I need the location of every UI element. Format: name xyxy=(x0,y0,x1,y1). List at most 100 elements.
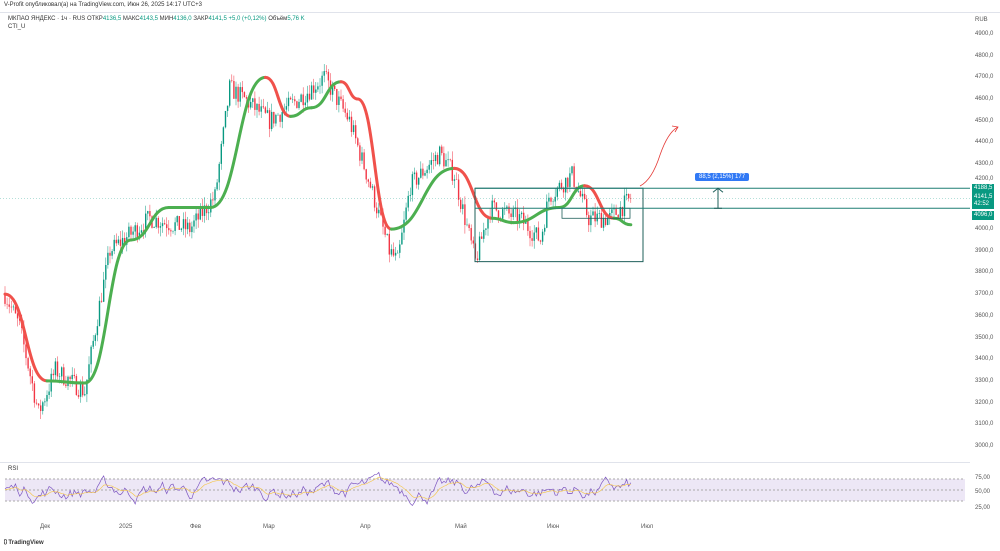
candle-body xyxy=(363,152,365,170)
candle-body xyxy=(422,168,424,176)
rsi-ma-line xyxy=(4,476,631,500)
candle-body xyxy=(359,145,361,161)
price-label: 3900,0 xyxy=(975,247,994,254)
price-label: 3600,0 xyxy=(975,312,994,319)
candle-body xyxy=(231,80,233,82)
price-label: 3300,0 xyxy=(975,377,994,384)
price-label: 4600,0 xyxy=(975,96,994,103)
candle-body xyxy=(405,207,407,220)
bar-countdown: 42:52 xyxy=(974,201,990,207)
price-label: 3500,0 xyxy=(975,334,994,341)
candle-body xyxy=(40,405,42,412)
cti-line-segment xyxy=(452,166,494,220)
candle-body xyxy=(464,204,466,225)
candle-body xyxy=(161,223,164,227)
candle-body xyxy=(407,195,409,208)
candle-body xyxy=(487,216,489,229)
candle-body xyxy=(541,231,544,242)
candle-body xyxy=(441,146,443,154)
candle-body xyxy=(443,153,445,167)
candle-body xyxy=(562,188,565,193)
time-label: Мар xyxy=(263,524,275,530)
candle-body xyxy=(327,71,330,81)
time-label: Июл xyxy=(641,524,654,530)
candle-body xyxy=(577,190,579,192)
candle-body xyxy=(90,346,92,365)
candle-body xyxy=(460,199,462,209)
candle-body xyxy=(29,368,31,377)
candle-body xyxy=(596,213,598,222)
candle-body xyxy=(105,265,107,280)
candle-body xyxy=(518,214,521,223)
candle-body xyxy=(289,97,292,100)
rsi-pane[interactable]: RSI xyxy=(0,462,970,518)
candle-body xyxy=(352,125,355,133)
price-label: 4200,0 xyxy=(975,175,994,182)
candle-body xyxy=(187,222,189,230)
candle-body xyxy=(415,172,418,185)
candle-body xyxy=(594,211,596,222)
candle-body xyxy=(256,103,258,110)
candle-body xyxy=(558,182,561,188)
candle-body xyxy=(82,383,84,396)
candle-body xyxy=(602,217,605,228)
candle-body xyxy=(100,300,103,302)
candle-body xyxy=(447,159,449,161)
candle-body xyxy=(478,236,481,261)
candle-body xyxy=(401,232,403,245)
price-label: 3000,0 xyxy=(975,442,994,449)
candle-body xyxy=(621,207,624,217)
candle-body xyxy=(124,237,126,245)
candle-body xyxy=(321,75,323,86)
candle-body xyxy=(75,376,78,396)
candle-body xyxy=(485,228,487,230)
tradingview-logo: ⩇ TradingView xyxy=(4,540,44,547)
candle-body xyxy=(539,240,542,242)
indicator-legend[interactable]: CTI_U xyxy=(8,24,26,30)
candle-body xyxy=(384,226,386,235)
candle-body xyxy=(600,213,603,228)
time-label: 2025 xyxy=(119,524,133,530)
candle-body xyxy=(544,227,546,232)
candle-body xyxy=(453,179,456,181)
candle-body xyxy=(495,202,498,211)
candle-body xyxy=(304,102,306,106)
candle-body xyxy=(506,206,508,209)
candle-body xyxy=(264,107,267,113)
candle-body xyxy=(65,384,67,387)
price-label: 4500,0 xyxy=(975,117,994,124)
candle-body xyxy=(77,395,80,397)
candle-body xyxy=(420,168,422,178)
price-chart[interactable] xyxy=(0,0,970,460)
candle-body xyxy=(121,237,124,246)
candle-body xyxy=(455,179,458,180)
candle-body xyxy=(424,173,426,176)
candle-body xyxy=(4,294,6,304)
candle-body xyxy=(430,160,432,165)
symbol[interactable]: МКПАО ЯНДЕКС · 1ч · RUS xyxy=(8,16,86,22)
candle-body xyxy=(84,394,86,396)
candle-body xyxy=(233,81,235,99)
candle-body xyxy=(529,230,531,239)
candle-body xyxy=(439,146,441,165)
candle-body xyxy=(216,182,218,190)
candle-body xyxy=(258,103,260,112)
candle-body xyxy=(313,85,315,93)
cti-line-segment xyxy=(490,216,515,225)
rsi-label: RSI xyxy=(8,466,19,472)
candle-body xyxy=(250,101,252,108)
candle-body xyxy=(245,97,248,99)
candle-body xyxy=(35,402,38,404)
candle-body xyxy=(554,196,556,202)
last-price: 4141,5 xyxy=(974,194,993,200)
candle-body xyxy=(590,215,592,226)
candle-body xyxy=(149,211,151,217)
candle-body xyxy=(252,98,254,102)
candle-body xyxy=(134,225,136,232)
candle-body xyxy=(462,204,464,209)
candle-body xyxy=(94,335,96,341)
candle-body xyxy=(69,376,71,380)
price-label: 4900,0 xyxy=(975,31,994,37)
candle-body xyxy=(481,236,483,239)
candle-body xyxy=(502,209,504,219)
